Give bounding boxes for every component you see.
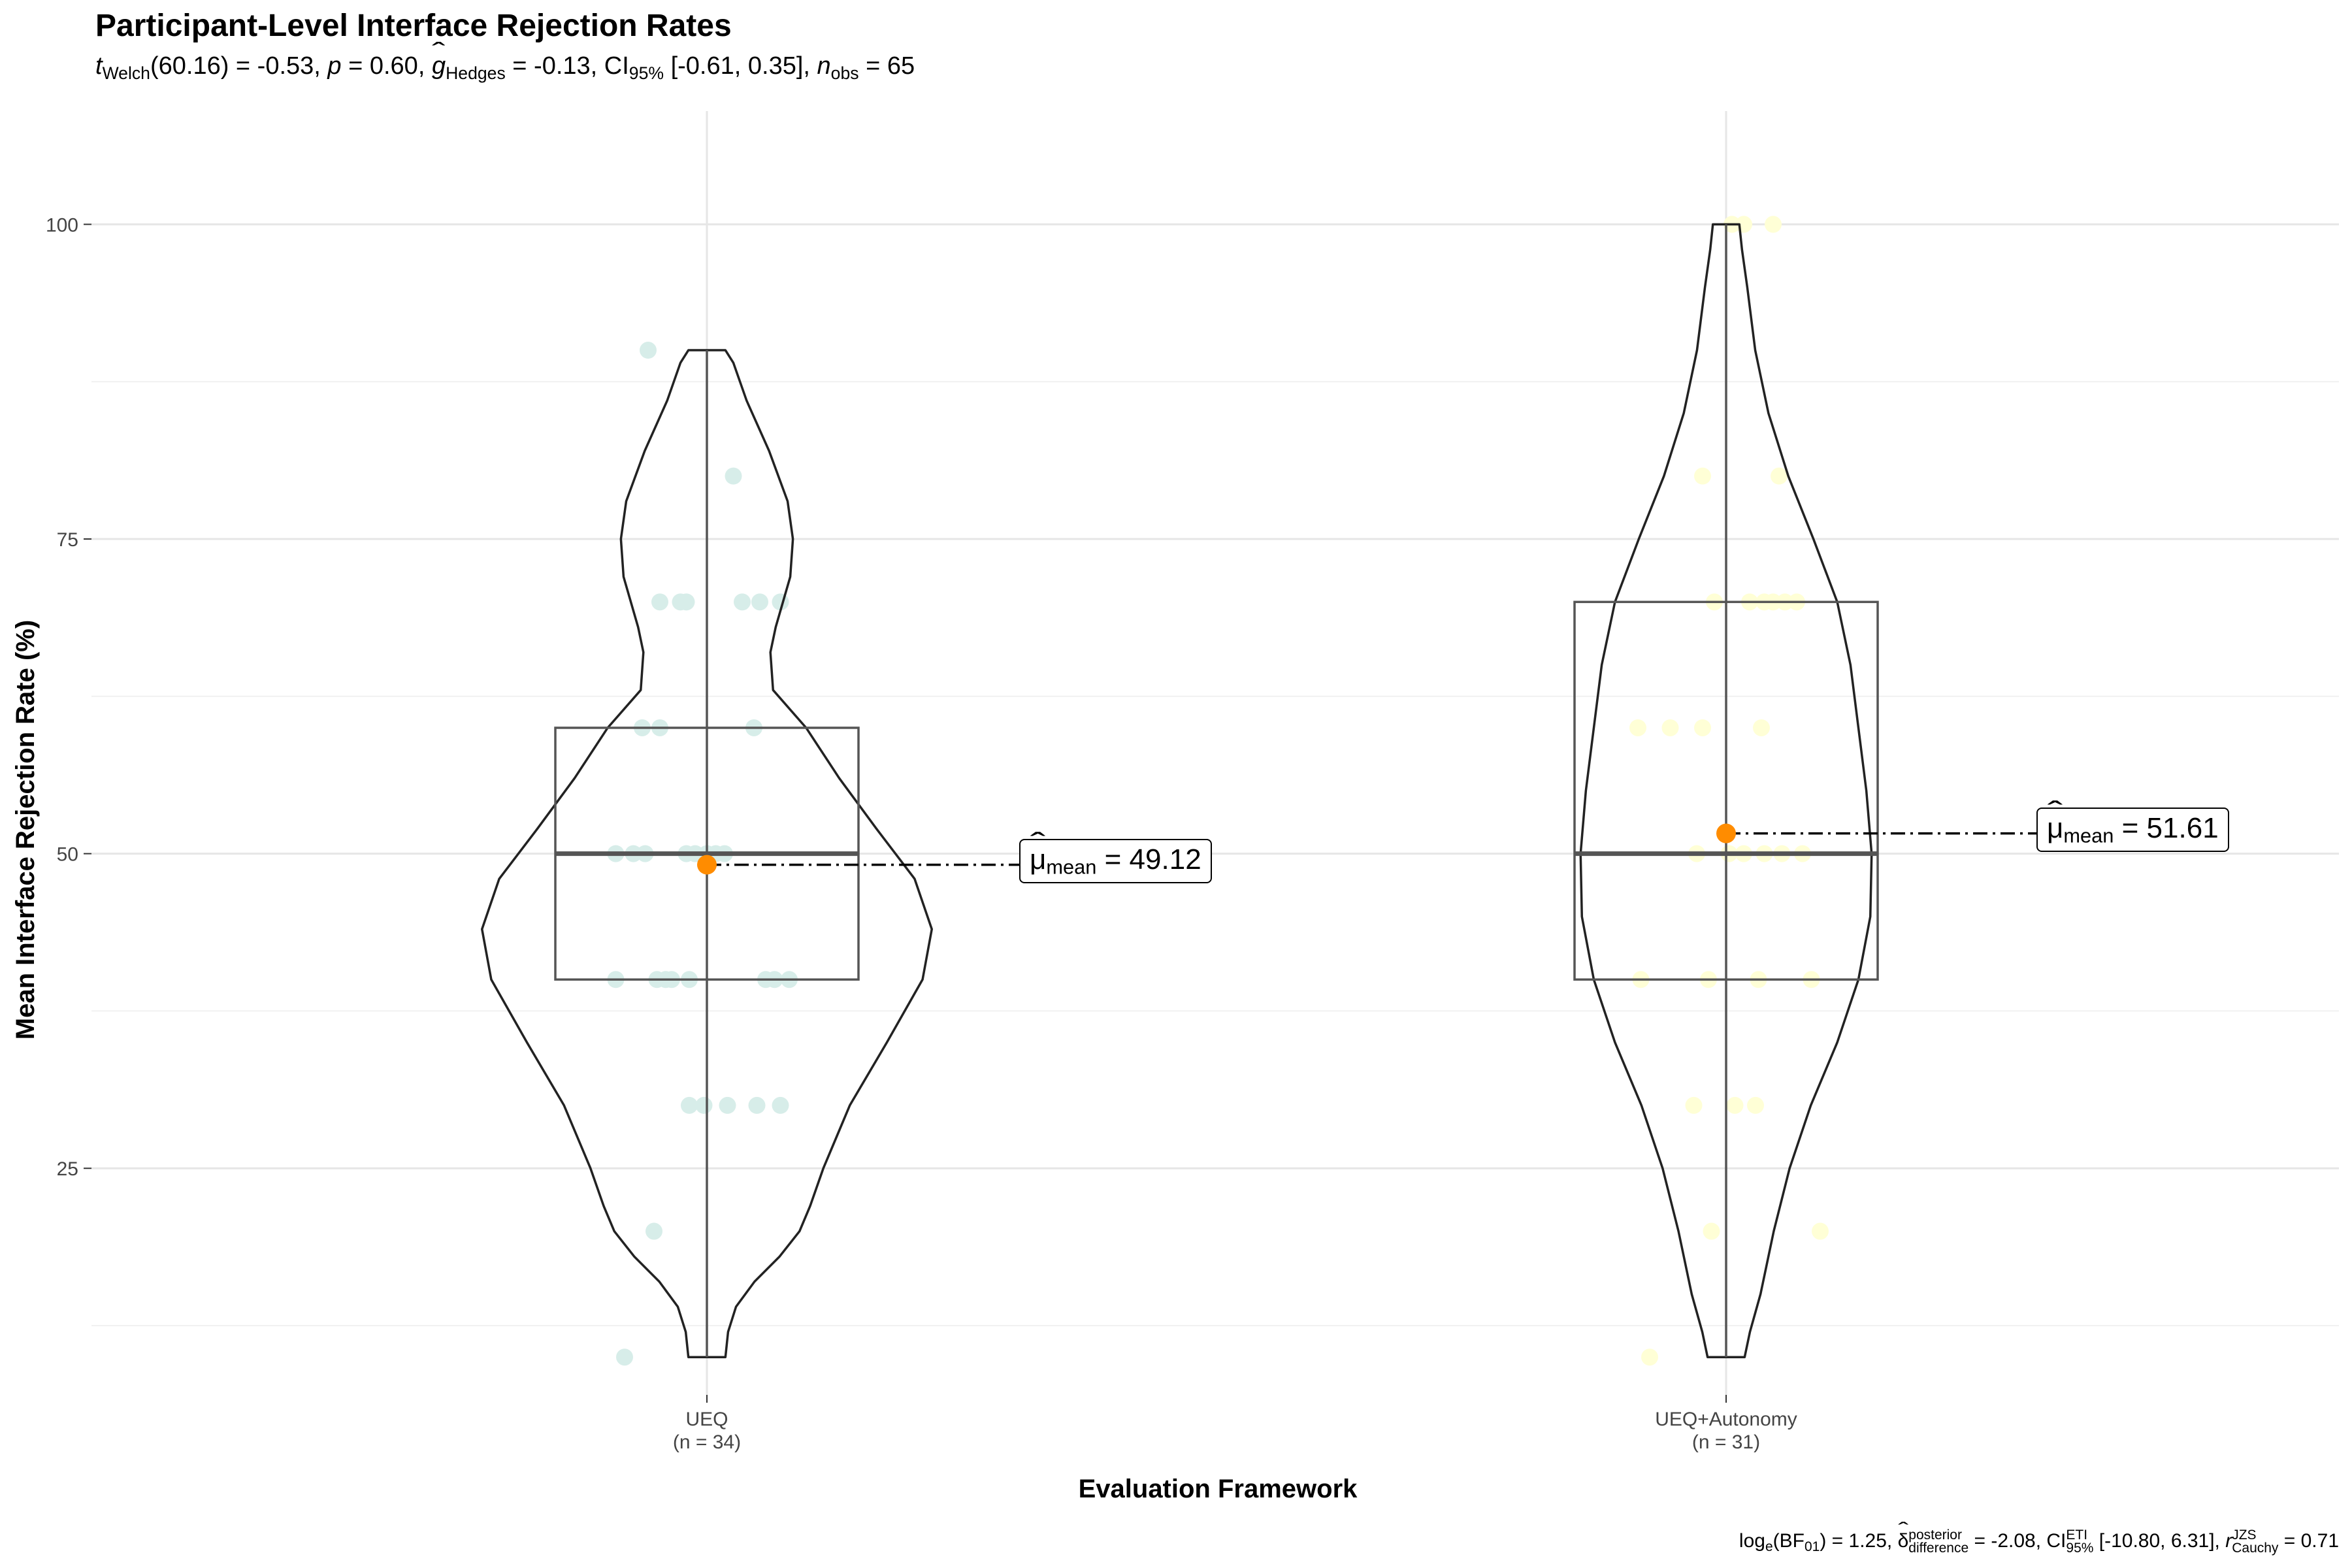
group-ueq-autonomy (1573, 216, 2036, 1366)
data-point (1703, 1222, 1720, 1240)
y-tick-label: 25 (57, 1158, 78, 1180)
data-point (678, 593, 695, 611)
data-point (1812, 1222, 1829, 1240)
mean-point (1716, 823, 1736, 843)
data-point (1694, 719, 1711, 736)
y-tick-label: 100 (46, 214, 78, 236)
grid-lines (91, 111, 2339, 1395)
data-point (1685, 1096, 1703, 1114)
data-point (1753, 719, 1770, 736)
box (1573, 600, 1879, 981)
data-point (772, 1096, 789, 1114)
data-point (1661, 719, 1679, 736)
data-point (748, 1096, 766, 1114)
data-point (1641, 1348, 1658, 1366)
data-point (645, 1222, 662, 1240)
chart-title: Participant-Level Interface Rejection Ra… (95, 8, 732, 43)
group-layers (481, 216, 2036, 1366)
y-tick-label: 75 (57, 529, 78, 551)
data-point (1771, 467, 1788, 485)
y-axis-title: Mean Interface Rejection Rate (%) (11, 620, 40, 1039)
mean-label: μmean = 49.12 (1019, 838, 1212, 884)
x-axis-title: Evaluation Framework (1079, 1475, 1358, 1503)
mean-label: μmean = 51.61 (2036, 807, 2229, 853)
data-point (651, 593, 668, 611)
x-axis: UEQ(n = 34) UEQ+Autonomy(n = 31) (673, 1395, 1797, 1453)
x-tick-count: (n = 34) (673, 1431, 741, 1453)
data-point (640, 342, 657, 359)
x-tick-count: (n = 31) (1692, 1431, 1760, 1453)
data-point (681, 1096, 698, 1114)
data-point (616, 1348, 633, 1366)
data-point (1747, 1096, 1764, 1114)
data-point (734, 593, 751, 611)
chart-subtitle: tWelch(60.16) = -0.53, p = 0.60, gHedges… (95, 52, 915, 84)
data-point (1765, 216, 1782, 233)
data-point (1629, 719, 1646, 736)
y-axis: 25 50 75 100 (46, 214, 91, 1180)
y-tick-label: 50 (57, 844, 78, 866)
x-tick-label: UEQ+Autonomy (1655, 1409, 1797, 1430)
data-point (719, 1096, 736, 1114)
mean-point (697, 855, 717, 875)
data-point (1694, 467, 1711, 485)
violin (481, 349, 933, 1358)
data-point (695, 1096, 713, 1114)
chart-caption: loge(BF01) = 1.25, δposteriordifference … (1739, 1528, 2339, 1555)
group-ueq (481, 342, 1019, 1366)
data-point (725, 467, 742, 485)
data-point (1726, 1096, 1744, 1114)
x-tick-label: UEQ (685, 1409, 728, 1430)
data-point (751, 593, 768, 611)
